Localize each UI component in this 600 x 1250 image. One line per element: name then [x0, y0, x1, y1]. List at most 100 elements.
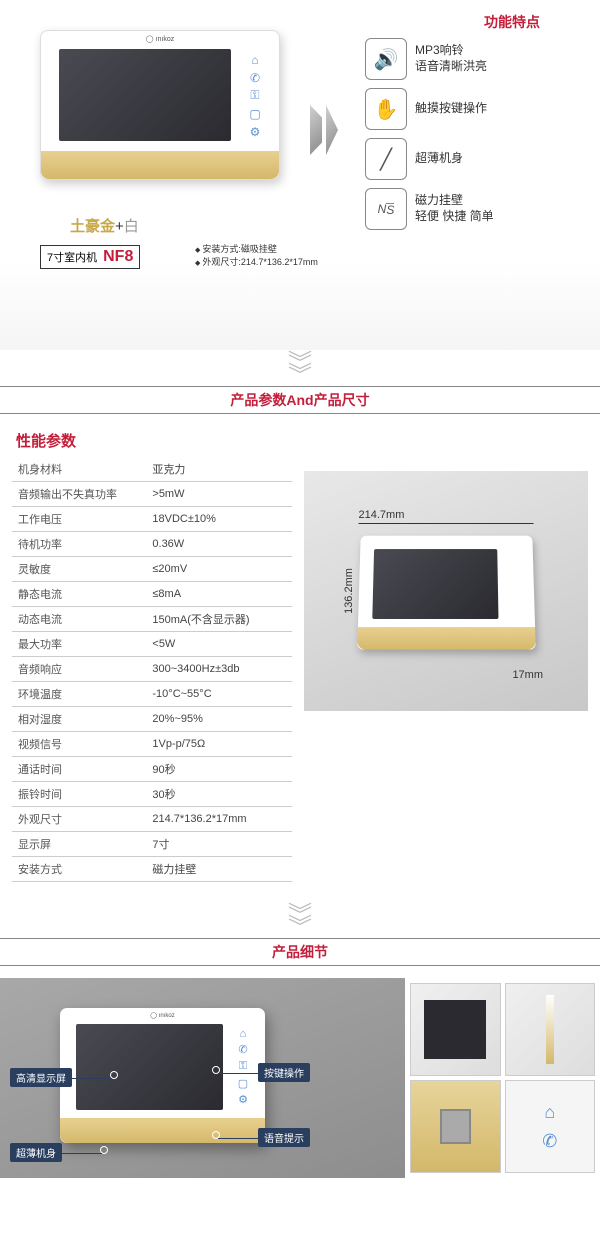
- spec-table-col: 性能参数 机身材料亚克力音频输出不失真功率>5mW工作电压18VDC±10%待机…: [12, 426, 292, 882]
- spec-row: 静态电流≤8mA: [12, 582, 292, 607]
- color-gold: 土豪金: [70, 218, 115, 235]
- thumb-side: [505, 983, 596, 1076]
- spec-key: 环境温度: [12, 682, 146, 707]
- details-left: ◯ ınıkoz ⌂✆⚿▢⚙ 高清显示屏 超薄机身 按键操作 语音提示: [0, 978, 405, 1178]
- spec-val: ≤20mV: [146, 557, 292, 582]
- hero-section: ◯ ınıkoz ⌂ ✆ ⚿ ▢ ⚙ 土豪金+白 7寸室内机 NF8 安装方式:…: [0, 0, 600, 350]
- device-render: ◯ ınıkoz ⌂ ✆ ⚿ ▢ ⚙: [40, 30, 280, 180]
- touch-icon: ✋: [365, 88, 407, 130]
- features-heading: 功能特点: [484, 12, 540, 32]
- settings-icon: ⚙: [250, 125, 261, 139]
- spec-key: 工作电压: [12, 507, 146, 532]
- spec-key: 视频信号: [12, 732, 146, 757]
- spec-row: 显示屏7寸: [12, 832, 292, 857]
- spec-row: 最大功率<5W: [12, 632, 292, 657]
- specs-section: 性能参数 机身材料亚克力音频输出不失真功率>5mW工作电压18VDC±10%待机…: [0, 426, 600, 902]
- phone-icon: ✆: [250, 71, 260, 85]
- spec-val: 0.36W: [146, 532, 292, 557]
- spec-table: 机身材料亚克力音频输出不失真功率>5mW工作电压18VDC±10%待机功率0.3…: [12, 457, 292, 882]
- key-icon: ⚿: [250, 88, 259, 103]
- device-screen: [59, 49, 231, 141]
- feature-text: 触摸按键操作: [415, 101, 487, 117]
- spec-key: 音频输出不失真功率: [12, 482, 146, 507]
- spec-val: <5W: [146, 632, 292, 657]
- spec-val: 18VDC±10%: [146, 507, 292, 532]
- thumb-back: [410, 1080, 501, 1173]
- details-section: ◯ ınıkoz ⌂✆⚿▢⚙ 高清显示屏 超薄机身 按键操作 语音提示 ⌂✆: [0, 978, 600, 1178]
- dim-width: 214.7mm: [359, 509, 534, 524]
- dim-depth: 17mm: [512, 669, 543, 681]
- spec-val: 磁力挂壁: [146, 857, 292, 882]
- dimensions-panel: 214.7mm 136.2mm 17mm: [304, 471, 588, 711]
- spec-key: 音频响应: [12, 657, 146, 682]
- monitor-icon: ▢: [249, 107, 260, 121]
- callout-slim: 超薄机身: [10, 1143, 62, 1162]
- spec-row: 机身材料亚克力: [12, 457, 292, 482]
- device-logo: ◯ ınıkoz: [146, 35, 174, 43]
- spec-val: 1Vp-p/75Ω: [146, 732, 292, 757]
- callout-screen: 高清显示屏: [10, 1068, 72, 1087]
- spec-key: 机身材料: [12, 457, 146, 482]
- section-title-specs: 产品参数And产品尺寸: [0, 386, 600, 414]
- spec-val: -10°C~55°C: [146, 682, 292, 707]
- model-badge: 7寸室内机 NF8: [40, 245, 140, 269]
- spec-row: 振铃时间30秒: [12, 782, 292, 807]
- chevron-divider: ︾︾: [0, 358, 600, 382]
- spec-key: 动态电流: [12, 607, 146, 632]
- device-gold-trim: [41, 151, 279, 179]
- spec-key: 振铃时间: [12, 782, 146, 807]
- spec-key: 最大功率: [12, 632, 146, 657]
- spec-val: 150mA(不含显示器): [146, 607, 292, 632]
- feature-text: MP3响铃语音清晰洪亮: [415, 43, 487, 74]
- spec-row: 视频信号1Vp-p/75Ω: [12, 732, 292, 757]
- callout-buttons: 按键操作: [258, 1063, 310, 1082]
- spec-row: 环境温度-10°C~55°C: [12, 682, 292, 707]
- section-title-details: 产品细节: [0, 938, 600, 966]
- spec-val: 300~3400Hz±3db: [146, 657, 292, 682]
- color-white: 白: [124, 218, 139, 235]
- device-side-icons: ⌂ ✆ ⚿ ▢ ⚙: [241, 51, 269, 141]
- spec-key: 待机功率: [12, 532, 146, 557]
- home-icon: ⌂: [251, 53, 258, 67]
- spec-key: 静态电流: [12, 582, 146, 607]
- thumb-icons: ⌂✆: [505, 1080, 596, 1173]
- feature-item: NS 磁力挂壁轻便 快捷 简单: [365, 188, 580, 230]
- spec-val: ≤8mA: [146, 582, 292, 607]
- thumbnail-grid: ⌂✆: [405, 978, 600, 1178]
- model-code: NF8: [103, 248, 133, 266]
- arrow-indicator: [310, 105, 338, 155]
- spec-key: 安装方式: [12, 857, 146, 882]
- mini-spec-2: 外观尺寸:214.7*136.2*17mm: [195, 255, 318, 268]
- spec-key: 通话时间: [12, 757, 146, 782]
- spec-row: 音频输出不失真功率>5mW: [12, 482, 292, 507]
- color-plus: +: [115, 218, 124, 235]
- mini-specs: 安装方式:磁吸挂壁 外观尺寸:214.7*136.2*17mm: [195, 242, 318, 268]
- spec-key: 外观尺寸: [12, 807, 146, 832]
- callout-voice: 语音提示: [258, 1128, 310, 1147]
- spec-val: 30秒: [146, 782, 292, 807]
- features-list: 🔊 MP3响铃语音清晰洪亮 ✋ 触摸按键操作 ╱ 超薄机身 NS 磁力挂壁轻便 …: [365, 38, 580, 238]
- spec-row: 工作电压18VDC±10%: [12, 507, 292, 532]
- spec-table-heading: 性能参数: [16, 430, 292, 451]
- spec-key: 显示屏: [12, 832, 146, 857]
- spec-val: 214.7*136.2*17mm: [146, 807, 292, 832]
- spec-row: 音频响应300~3400Hz±3db: [12, 657, 292, 682]
- spec-row: 待机功率0.36W: [12, 532, 292, 557]
- spec-row: 安装方式磁力挂壁: [12, 857, 292, 882]
- spec-key: 灵敏度: [12, 557, 146, 582]
- feature-text: 超薄机身: [415, 151, 463, 167]
- product-image: ◯ ınıkoz ⌂ ✆ ⚿ ▢ ⚙: [40, 30, 280, 200]
- feature-item: ✋ 触摸按键操作: [365, 88, 580, 130]
- spec-val: 7寸: [146, 832, 292, 857]
- feature-text: 磁力挂壁轻便 快捷 简单: [415, 193, 494, 224]
- speaker-icon: 🔊: [365, 38, 407, 80]
- feature-item: 🔊 MP3响铃语音清晰洪亮: [365, 38, 580, 80]
- slim-icon: ╱: [365, 138, 407, 180]
- mini-spec-1: 安装方式:磁吸挂壁: [195, 242, 318, 255]
- spec-row: 动态电流150mA(不含显示器): [12, 607, 292, 632]
- dim-height: 136.2mm: [343, 568, 355, 614]
- spec-val: >5mW: [146, 482, 292, 507]
- dim-device-render: [357, 535, 536, 649]
- spec-val: 90秒: [146, 757, 292, 782]
- thumb-screen: [410, 983, 501, 1076]
